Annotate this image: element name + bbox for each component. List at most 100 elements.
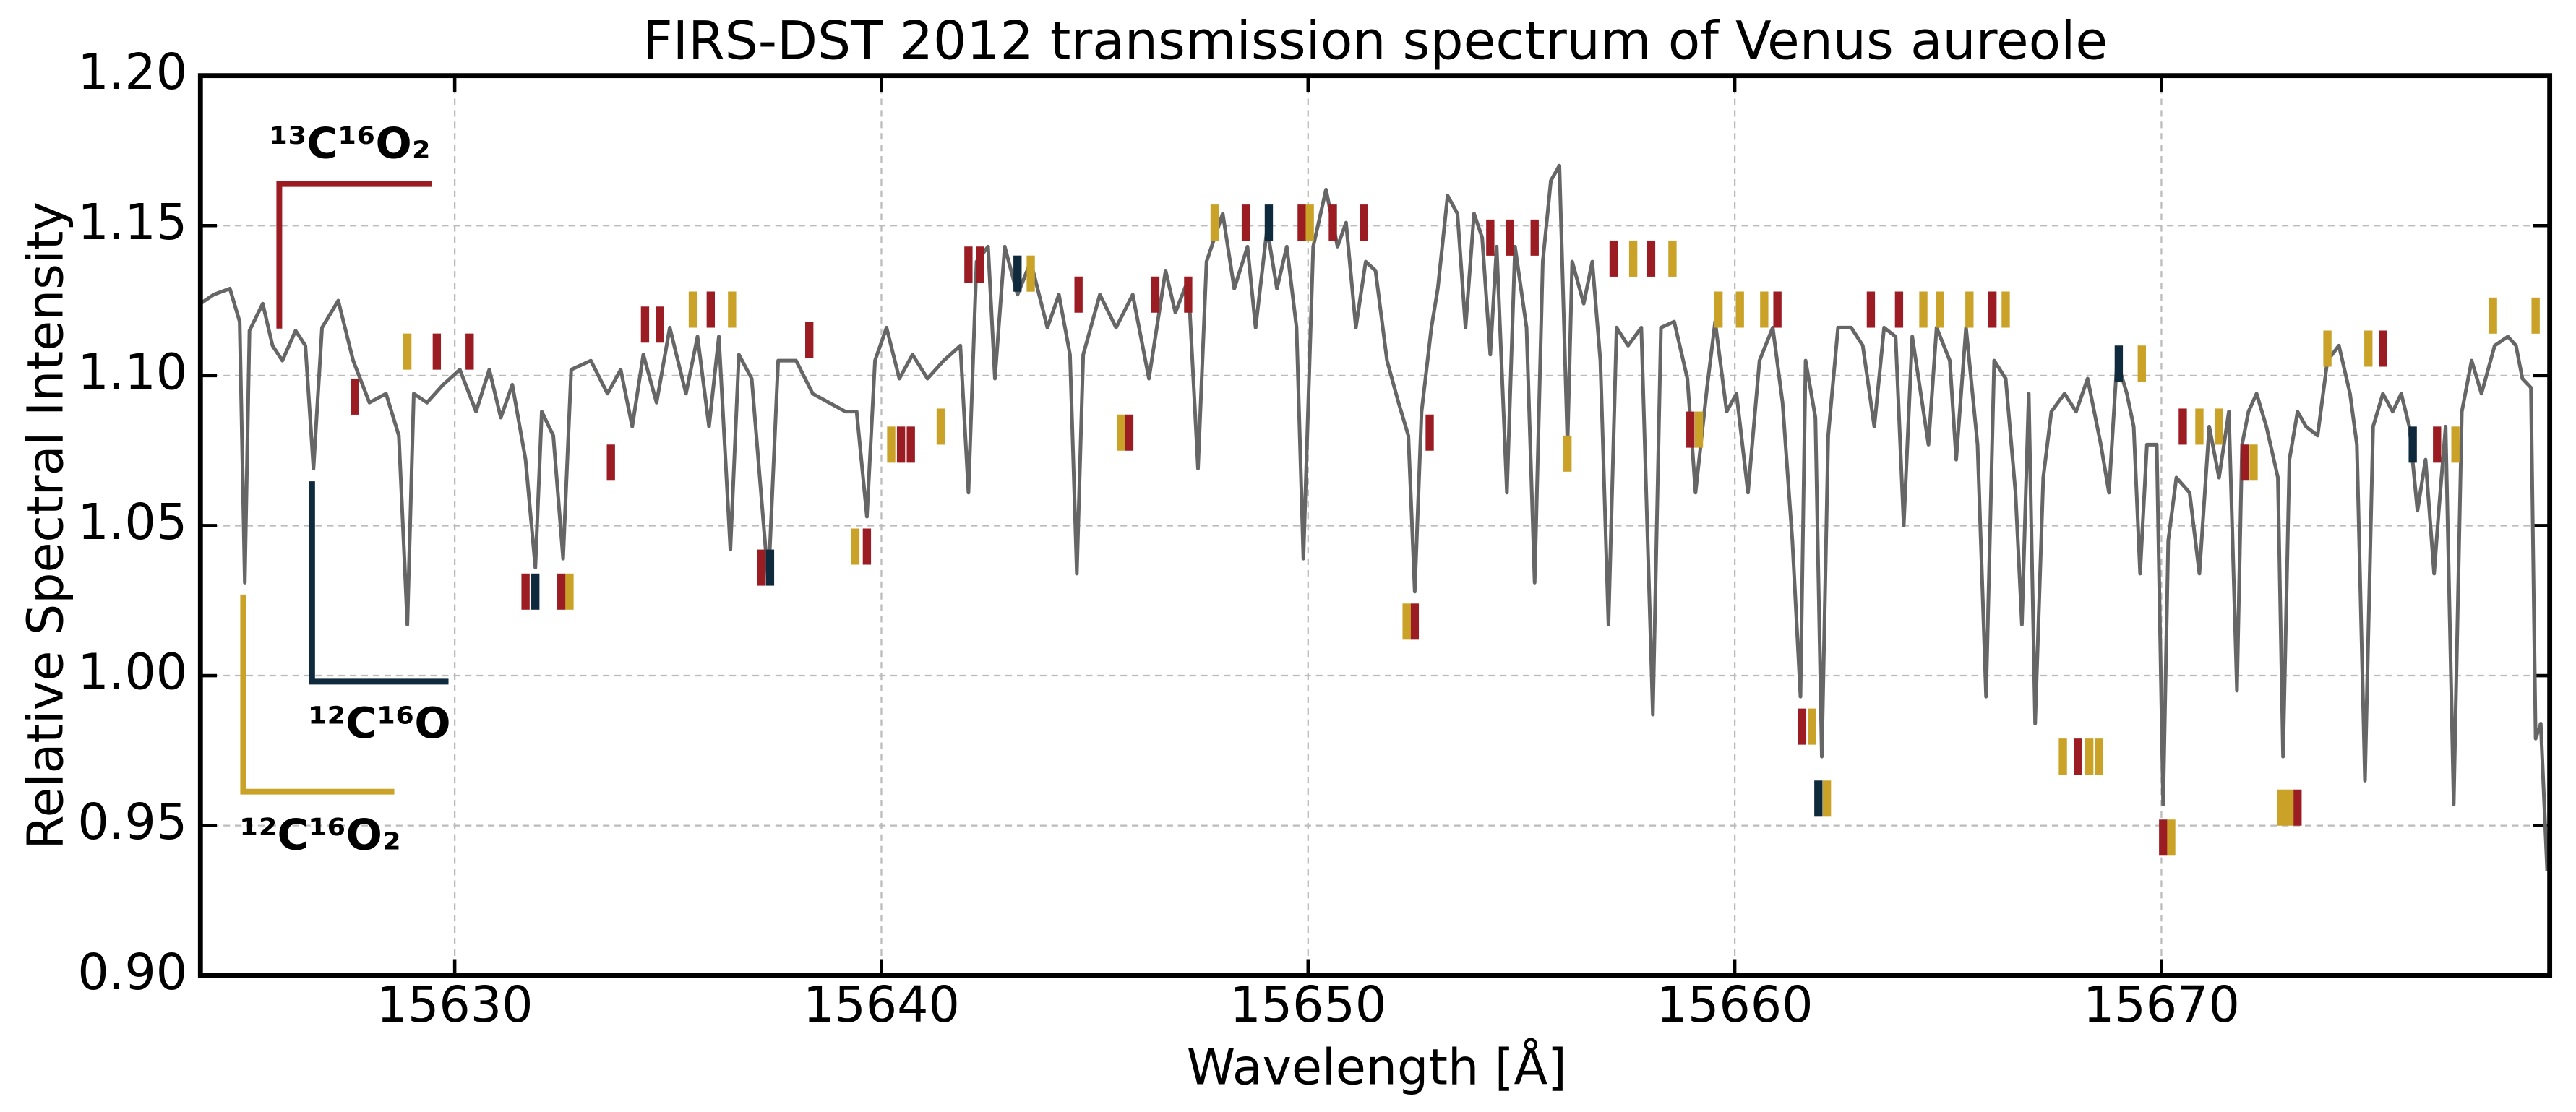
line-marker [1297,204,1306,241]
line-marker [1425,414,1434,451]
line-marker [1486,219,1495,256]
line-marker [1894,291,1904,328]
line-marker [565,573,574,610]
line-marker [2285,789,2294,826]
line-marker [688,291,697,328]
line-marker [1814,780,1823,817]
y-tick-label: 0.95 [77,794,187,851]
line-marker [1798,708,1807,745]
line-marker [2277,789,2286,826]
line-marker [862,528,872,565]
line-marker [1866,291,1876,328]
line-marker [2323,330,2332,367]
line-marker [1184,276,1193,313]
line-marker [656,306,664,343]
line-marker [606,444,615,481]
line-marker [1264,204,1274,241]
line-marker [1360,204,1368,241]
line-marker [521,573,530,610]
line-marker [1919,291,1928,328]
x-tick-label: 15630 [377,977,533,1034]
line-marker [432,333,442,370]
y-tick-label: 1.15 [77,194,187,251]
line-marker [2095,738,2103,775]
line-marker [2178,408,2187,445]
line-marker [1210,204,1219,241]
line-marker [557,573,566,610]
plot-frame [197,73,2553,978]
line-marker [1735,291,1744,328]
line-marker [2241,444,2249,481]
line-marker [757,549,766,586]
line-marker [887,426,896,463]
line-marker [1808,708,1816,745]
line-marker [1026,255,1035,292]
line-marker [2293,789,2302,826]
line-marker [531,573,540,610]
line-marker [2408,426,2417,463]
line-marker [728,291,737,328]
line-marker [896,426,906,463]
line-marker [1773,291,1782,328]
line-marker [1936,291,1944,328]
species-bracket [276,181,432,329]
line-marker [851,528,860,565]
line-marker [976,246,984,283]
x-axis-label: Wavelength [Å] [1187,1038,1567,1097]
line-marker [2531,297,2540,334]
line-marker [936,408,945,445]
line-marker [1506,219,1514,256]
species-bracket [309,481,449,685]
line-marker [805,322,814,358]
line-marker [1241,204,1250,241]
spectrum-line [200,163,2549,871]
x-tick-label: 15650 [1229,977,1386,1034]
line-marker [1530,219,1539,256]
line-marker [640,306,650,343]
line-marker [1609,240,1618,277]
y-tick-label: 1.05 [77,494,187,551]
y-tick-label: 1.20 [77,44,187,101]
line-marker [1410,603,1420,640]
line-marker [2058,738,2067,775]
line-marker [403,333,412,370]
line-marker [1694,411,1704,448]
y-tick-label: 0.90 [77,944,187,1001]
line-marker [2451,426,2460,463]
line-marker [1013,255,1022,292]
line-marker [1402,603,1411,640]
line-marker [2074,738,2082,775]
line-marker [1965,291,1974,328]
line-marker [765,549,775,586]
x-tick-label: 15640 [803,977,960,1034]
line-marker [1760,291,1769,328]
line-marker [2215,408,2223,445]
line-marker [2249,444,2258,481]
line-marker [2159,819,2168,856]
species-label: ¹²C¹⁶O₂ [240,809,401,859]
line-marker [1328,204,1337,241]
chart-title: FIRS-DST 2012 transmission spectrum of V… [643,10,2108,72]
x-tick-label: 15660 [1657,977,1813,1034]
line-marker [906,426,915,463]
line-marker [1305,204,1314,241]
line-marker [1686,411,1695,448]
line-marker [1668,240,1677,277]
line-marker [2195,408,2204,445]
line-marker [1117,414,1125,451]
line-marker [2489,297,2497,334]
line-marker [351,378,359,415]
line-marker [2433,426,2442,463]
line-marker [465,333,474,370]
line-marker [2085,738,2094,775]
line-marker [1988,291,1997,328]
line-marker [2364,330,2373,367]
line-marker [1822,780,1832,817]
line-marker [2167,819,2176,856]
line-marker [1647,240,1656,277]
line-marker [706,291,716,328]
line-marker [2114,345,2124,382]
line-marker [1151,276,1160,313]
line-marker [1074,276,1083,313]
